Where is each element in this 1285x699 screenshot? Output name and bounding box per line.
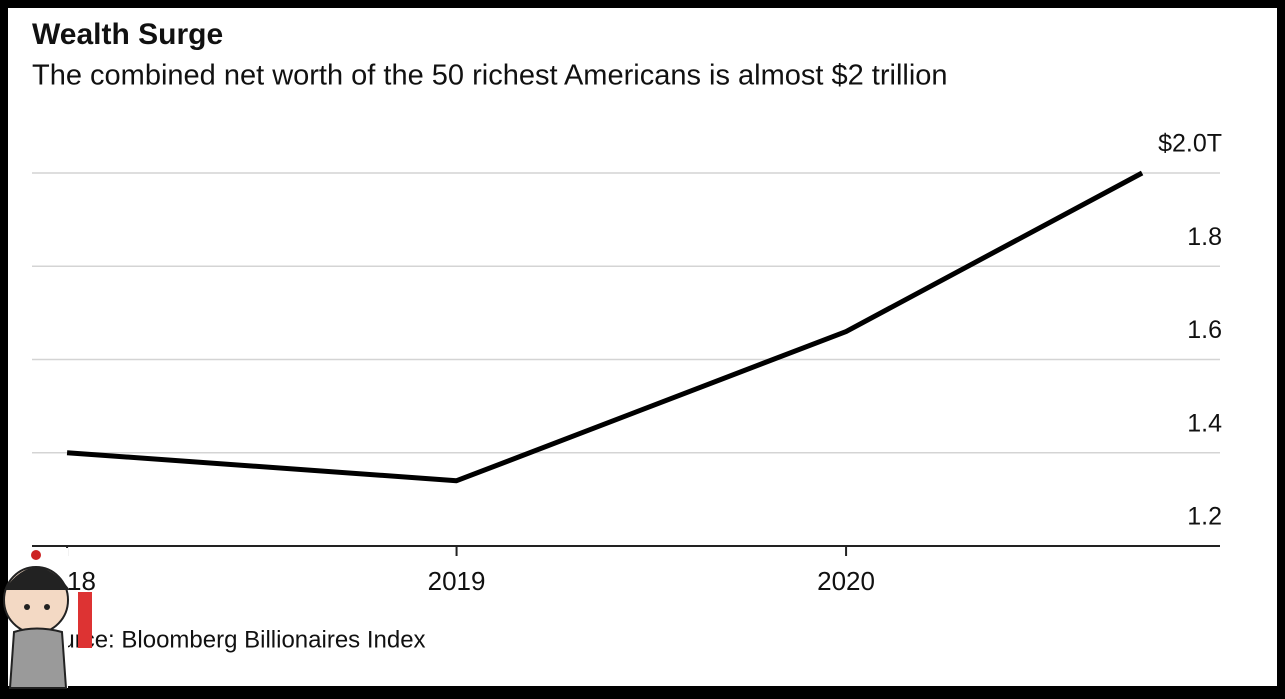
chart-title: Wealth Surge [32,18,223,51]
y-tick-label: $2.0T [1158,130,1222,158]
watermark: 搜狐号@图表视界 [1064,654,1255,682]
chart-background [8,8,1277,686]
y-tick-label: 1.6 [1187,316,1222,344]
x-tick-label: 2020 [817,566,875,596]
avatar-hat [4,567,70,590]
data-line [66,170,1144,484]
avatar [3,548,92,689]
avatar-eye [24,604,30,610]
source-note: Source: Bloomberg Billionaires Index [32,626,426,653]
avatar-hat-knob [31,550,41,560]
y-tick-label: 1.8 [1187,223,1222,251]
avatar-eye [44,604,50,610]
chart-subtitle: The combined net worth of the 50 richest… [32,60,948,92]
y-tick-label: 1.2 [1187,503,1222,531]
avatar-body [8,627,68,689]
x-tick-label: 2019 [428,566,486,596]
avatar-seal [78,592,92,648]
y-tick-label: 1.4 [1187,409,1222,437]
